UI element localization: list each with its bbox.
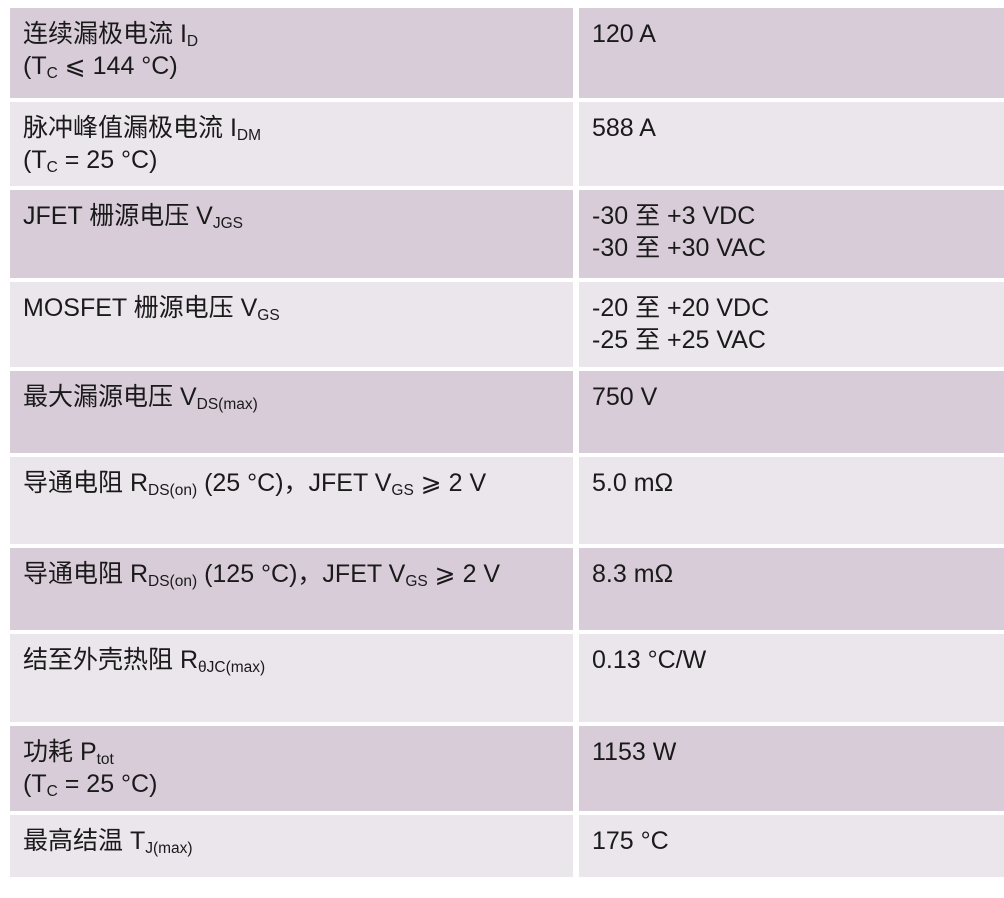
subscript: C <box>46 65 58 83</box>
param-value-line: -30 至 +30 VAC <box>592 234 766 262</box>
param-value-line: -25 至 +25 VAC <box>592 326 766 354</box>
subscript: C <box>46 783 58 801</box>
param-value-line: 588 A <box>592 114 656 142</box>
subscript: DS(on) <box>148 482 198 500</box>
param-label-mosfet-gate-source-voltage: MOSFET 栅源电压 VGS <box>10 282 573 367</box>
table-row-pulsed-peak-drain-current: 脉冲峰值漏极电流 IDM (TC = 25 °C) 588 A <box>10 102 1004 186</box>
param-value-line: -20 至 +20 VDC <box>592 294 770 322</box>
param-label-power-dissipation: 功耗 Ptot (TC = 25 °C) <box>10 726 573 811</box>
param-value-line: 5.0 mΩ <box>592 469 674 497</box>
table-row-max-junction-temperature: 最高结温 TJ(max) 175 °C <box>10 815 1004 877</box>
subscript: DS(on) <box>148 573 198 591</box>
table-row-continuous-drain-current: 连续漏极电流 ID (TC ⩽ 144 °C) 120 A <box>10 8 1004 98</box>
param-label-line: 导通电阻 RDS(on) (25 °C)，JFET VGS ⩾ 2 V <box>23 469 487 500</box>
subscript: θJC(max) <box>198 659 266 677</box>
param-label-line: MOSFET 栅源电压 VGS <box>23 294 280 325</box>
subscript: J(max) <box>145 840 193 858</box>
param-label-continuous-drain-current: 连续漏极电流 ID (TC ⩽ 144 °C) <box>10 8 573 98</box>
param-value-line: 1153 W <box>592 738 677 766</box>
param-value-power-dissipation: 1153 W <box>579 726 1004 811</box>
subscript: GS <box>391 482 414 500</box>
subscript: C <box>46 159 58 177</box>
param-label-junction-to-case-thermal-resistance: 结至外壳热阻 RθJC(max) <box>10 634 573 722</box>
param-value-continuous-drain-current: 120 A <box>579 8 1004 98</box>
param-value-line: 0.13 °C/W <box>592 646 707 674</box>
param-label-max-junction-temperature: 最高结温 TJ(max) <box>10 815 573 877</box>
table-row-mosfet-gate-source-voltage: MOSFET 栅源电压 VGS -20 至 +20 VDC -25 至 +25 V… <box>10 282 1004 367</box>
table-row-on-resistance-25c: 导通电阻 RDS(on) (25 °C)，JFET VGS ⩾ 2 V 5.0 … <box>10 457 1004 544</box>
table-row-on-resistance-125c: 导通电阻 RDS(on) (125 °C)，JFET VGS ⩾ 2 V 8.3… <box>10 548 1004 630</box>
table-row-junction-to-case-thermal-resistance: 结至外壳热阻 RθJC(max) 0.13 °C/W <box>10 634 1004 722</box>
param-label-jfet-gate-source-voltage: JFET 栅源电压 VJGS <box>10 190 573 278</box>
param-label-on-resistance-125c: 导通电阻 RDS(on) (125 °C)，JFET VGS ⩾ 2 V <box>10 548 573 630</box>
table-row-max-drain-source-voltage: 最大漏源电压 VDS(max) 750 V <box>10 371 1004 453</box>
param-label-on-resistance-25c: 导通电阻 RDS(on) (25 °C)，JFET VGS ⩾ 2 V <box>10 457 573 544</box>
subscript: GS <box>257 307 280 325</box>
param-value-jfet-gate-source-voltage: -30 至 +3 VDC -30 至 +30 VAC <box>579 190 1004 278</box>
param-value-line: 120 A <box>592 20 656 48</box>
subscript: GS <box>405 573 428 591</box>
param-value-line: 8.3 mΩ <box>592 560 674 588</box>
table-row-jfet-gate-source-voltage: JFET 栅源电压 VJGS -30 至 +3 VDC -30 至 +30 VAC <box>10 190 1004 278</box>
param-label-line: 连续漏极电流 ID <box>23 20 199 51</box>
param-label-line: JFET 栅源电压 VJGS <box>23 202 243 233</box>
param-label-line: (TC = 25 °C) <box>23 146 158 177</box>
param-label-line: (TC ⩽ 144 °C) <box>23 52 178 83</box>
param-value-line: 750 V <box>592 383 658 411</box>
subscript: tot <box>96 751 114 769</box>
subscript: DS(max) <box>196 396 258 414</box>
spec-table: 连续漏极电流 ID (TC ⩽ 144 °C) 120 A 脉冲峰值漏极电流 ID… <box>10 8 1004 877</box>
subscript: DM <box>236 127 262 145</box>
param-value-junction-to-case-thermal-resistance: 0.13 °C/W <box>579 634 1004 722</box>
param-label-line: 最大漏源电压 VDS(max) <box>23 383 258 414</box>
param-value-line: 175 °C <box>592 827 669 855</box>
subscript: D <box>186 33 199 51</box>
table-row-power-dissipation: 功耗 Ptot (TC = 25 °C) 1153 W <box>10 726 1004 811</box>
param-value-max-drain-source-voltage: 750 V <box>579 371 1004 453</box>
param-label-line: 最高结温 TJ(max) <box>23 827 193 858</box>
param-label-pulsed-peak-drain-current: 脉冲峰值漏极电流 IDM (TC = 25 °C) <box>10 102 573 186</box>
subscript: JGS <box>212 215 243 233</box>
param-label-max-drain-source-voltage: 最大漏源电压 VDS(max) <box>10 371 573 453</box>
param-value-line: -30 至 +3 VDC <box>592 202 756 230</box>
param-value-on-resistance-25c: 5.0 mΩ <box>579 457 1004 544</box>
param-label-line: 结至外壳热阻 RθJC(max) <box>23 646 266 677</box>
param-label-line: 脉冲峰值漏极电流 IDM <box>23 114 262 145</box>
param-label-line: (TC = 25 °C) <box>23 770 158 801</box>
param-value-on-resistance-125c: 8.3 mΩ <box>579 548 1004 630</box>
param-value-mosfet-gate-source-voltage: -20 至 +20 VDC -25 至 +25 VAC <box>579 282 1004 367</box>
param-label-line: 导通电阻 RDS(on) (125 °C)，JFET VGS ⩾ 2 V <box>23 560 501 591</box>
param-value-pulsed-peak-drain-current: 588 A <box>579 102 1004 186</box>
param-label-line: 功耗 Ptot <box>23 738 114 769</box>
param-value-max-junction-temperature: 175 °C <box>579 815 1004 877</box>
